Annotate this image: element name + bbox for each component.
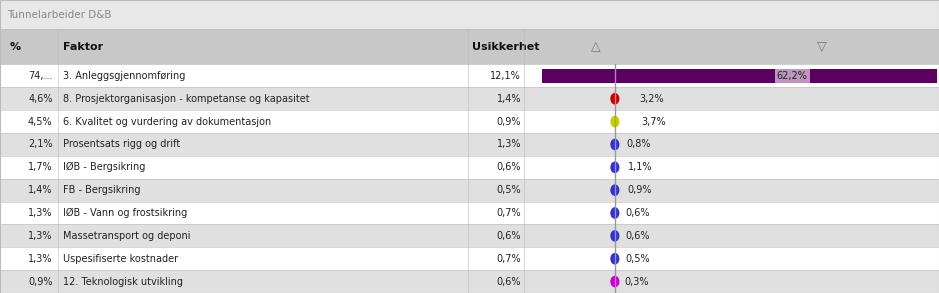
Text: 1,3%: 1,3% [28,254,53,264]
Text: Tunnelarbeider D&B: Tunnelarbeider D&B [8,10,112,20]
Text: 1,4%: 1,4% [28,185,53,195]
Ellipse shape [610,253,620,265]
Text: Usikkerhet: Usikkerhet [472,42,540,52]
Text: %: % [9,42,21,52]
Ellipse shape [610,161,620,173]
Bar [0,179,939,202]
Text: 1,1%: 1,1% [628,162,653,172]
Bar [0,29,939,64]
Text: FB - Bergsikring: FB - Bergsikring [63,185,141,195]
Bar [0,224,939,247]
Text: 1,7%: 1,7% [28,162,53,172]
Text: IØB - Vann og frostsikring: IØB - Vann og frostsikring [63,208,187,218]
Bar [0,156,939,179]
Text: 0,5%: 0,5% [625,254,650,264]
Ellipse shape [610,139,620,150]
Text: 12,1%: 12,1% [490,71,521,81]
Text: 1,4%: 1,4% [497,94,521,104]
Text: 74,...: 74,... [28,71,53,81]
Text: 0,9%: 0,9% [28,277,53,287]
Ellipse shape [610,207,620,219]
Text: 0,7%: 0,7% [497,208,521,218]
Text: 0,9%: 0,9% [497,117,521,127]
Ellipse shape [610,230,620,242]
Text: 0,8%: 0,8% [626,139,651,149]
Text: 0,5%: 0,5% [497,185,521,195]
Text: 3. Anleggsgjennomføring: 3. Anleggsgjennomføring [63,71,185,81]
Text: 62,2%: 62,2% [777,71,808,81]
Text: 0,6%: 0,6% [497,162,521,172]
Text: 3,7%: 3,7% [641,117,666,127]
Text: Massetransport og deponi: Massetransport og deponi [63,231,191,241]
Text: 1,3%: 1,3% [28,231,53,241]
Text: 0,7%: 0,7% [497,254,521,264]
Text: ▽: ▽ [817,40,826,53]
Text: 0,6%: 0,6% [497,231,521,241]
Bar [0,110,939,133]
Bar [615,69,937,83]
Bar [0,0,939,29]
Text: 4,5%: 4,5% [28,117,53,127]
Bar [0,247,939,270]
Bar [542,69,615,83]
Text: 1,3%: 1,3% [497,139,521,149]
Bar [0,87,939,110]
Ellipse shape [610,116,620,127]
Text: Uspesifiserte kostnader: Uspesifiserte kostnader [63,254,178,264]
Ellipse shape [610,276,620,287]
Bar [0,270,939,293]
Text: Faktor: Faktor [63,42,103,52]
Bar [0,64,939,87]
Ellipse shape [610,93,620,105]
Text: 0,6%: 0,6% [625,208,650,218]
Text: 8. Prosjektorganisasjon - kompetanse og kapasitet: 8. Prosjektorganisasjon - kompetanse og … [63,94,310,104]
Text: Prosentsats rigg og drift: Prosentsats rigg og drift [63,139,180,149]
Text: IØB - Bergsikring: IØB - Bergsikring [63,162,146,172]
Text: 1,3%: 1,3% [28,208,53,218]
Text: 6. Kvalitet og vurdering av dokumentasjon: 6. Kvalitet og vurdering av dokumentasjo… [63,117,271,127]
Ellipse shape [610,184,620,196]
Text: 0,6%: 0,6% [497,277,521,287]
Text: 12. Teknologisk utvikling: 12. Teknologisk utvikling [63,277,183,287]
Text: 0,6%: 0,6% [625,231,650,241]
Text: 2,1%: 2,1% [28,139,53,149]
Text: 3,2%: 3,2% [639,94,664,104]
Text: 4,6%: 4,6% [28,94,53,104]
Bar [0,133,939,156]
Text: △: △ [592,40,601,53]
Text: 0,9%: 0,9% [627,185,652,195]
Bar [0,202,939,224]
Text: 0,3%: 0,3% [623,277,649,287]
